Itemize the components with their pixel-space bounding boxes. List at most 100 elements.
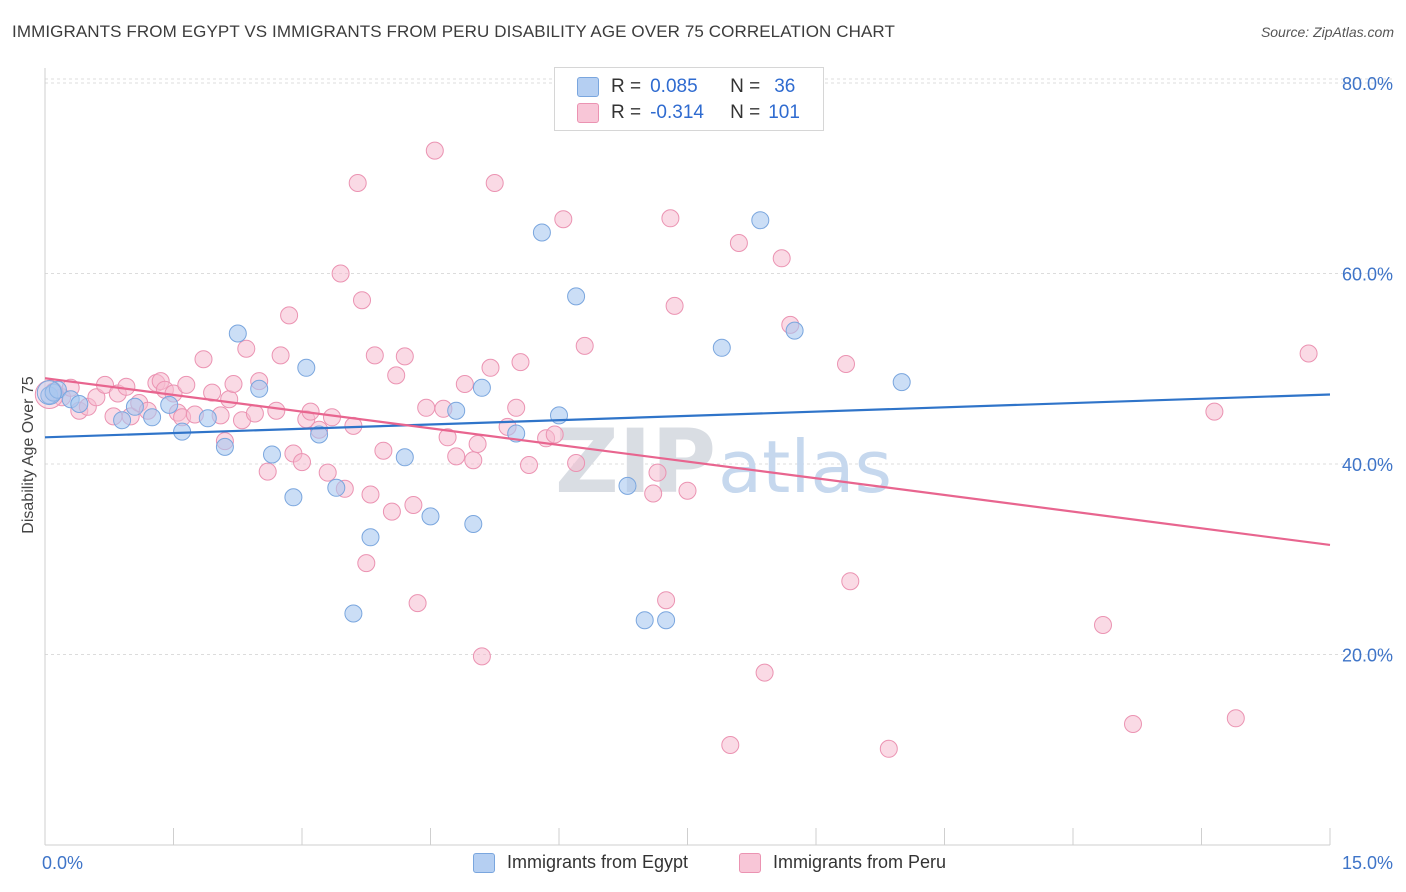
peru-point [464,451,483,470]
peru-point [395,347,414,366]
egypt-point [263,445,281,464]
peru-point [1094,616,1112,634]
egypt-point [250,379,269,398]
peru-point [177,375,196,394]
peru-point [258,462,277,481]
egypt-point [395,448,414,467]
egypt-point [361,528,380,547]
peru-point [280,306,299,325]
peru-point [374,441,393,460]
peru-point [1124,715,1142,733]
tick-labels: 20.0% 40.0% 60.0% 80.0% 0.0% 15.0% [42,74,1393,873]
peru-point [318,463,337,482]
peru-point [417,398,436,417]
peru-point [644,484,663,503]
egypt-point [421,507,440,526]
peru-point [545,425,564,444]
bottom-legend-swatch-egypt [473,852,495,873]
egypt-point [712,338,731,357]
bottom-legend-peru: Immigrants from Peru [739,852,946,873]
peru-point [245,404,264,423]
axes [44,68,1331,846]
peru-point [1226,709,1245,728]
grid-lines [45,78,1393,655]
y-tick-label: 20.0% [1342,646,1393,666]
peru-point [293,453,311,472]
peru-point [331,264,350,283]
source-credit: Source: ZipAtlas.com [1260,24,1394,40]
peru-point [772,249,791,268]
egypt-point [198,409,217,428]
peru-point [267,401,286,420]
peru-point [387,366,406,385]
correlation-legend: R = 0.085 N = 36 R = -0.314 N = 101 [554,67,824,131]
peru-point [357,554,376,573]
peru-point [665,296,684,315]
trend-lines [44,377,1331,547]
egypt-point-cluster [36,380,62,406]
peru-point [1299,344,1318,363]
bottom-legend-egypt: Immigrants from Egypt [473,852,688,873]
peru-point [481,358,500,377]
peru-point [678,481,697,500]
egypt-point [464,515,483,533]
egypt-point [310,425,329,444]
egypt-point [70,395,89,413]
peru-points [34,141,1318,758]
legend-row-peru: R = -0.314 N = 101 [577,100,800,126]
peru-point [353,291,371,310]
peru-point [348,174,367,192]
legend-n-label: N = [730,102,761,123]
peru-point [117,377,136,396]
peru-point [438,428,457,447]
peru-point [648,463,667,482]
peru-point [382,502,401,521]
peru-point [224,375,243,393]
peru-point [472,647,491,666]
peru-point [408,594,427,613]
peru-trend-line [44,377,1331,547]
egypt-point [160,395,179,414]
bottom-legend-swatch-peru [739,852,761,873]
peru-point [657,591,676,610]
peru-point [511,353,530,372]
egypt-point [143,408,162,427]
y-axis-label: Disability Age Over 75 [20,376,37,534]
peru-point [404,496,423,514]
legend-r-value-peru: -0.314 [650,102,704,123]
egypt-point [297,358,316,377]
bottom-legend-label-egypt: Immigrants from Egypt [507,852,689,872]
peru-point [447,447,466,466]
y-tick-label: 80.0% [1342,74,1393,94]
legend-n-label: N = [730,76,761,97]
egypt-point [344,604,363,623]
peru-point [220,390,239,409]
egypt-point [447,401,466,420]
legend-r-label: R = [611,76,642,97]
egypt-point [785,321,804,340]
egypt-points [36,211,911,630]
egypt-point [567,287,586,306]
peru-point [485,174,504,192]
egypt-point [327,478,346,497]
egypt-point [657,611,676,630]
watermark-atlas: atlas [718,425,892,509]
peru-point [507,398,526,417]
legend-r-label: R = [611,102,642,123]
egypt-point [892,373,911,392]
egypt-point [228,324,247,343]
watermark: ZIP atlas [555,410,892,513]
peru-point [365,346,384,365]
egypt-trend-line [44,393,1331,439]
legend-n-value-egypt: 36 [774,76,796,97]
egypt-point [618,476,637,495]
egypt-point [48,380,67,399]
chart-title: IMMIGRANTS FROM EGYPT VS IMMIGRANTS FROM… [12,22,895,41]
peru-point [468,435,487,453]
peru-point [455,375,474,393]
peru-point [425,141,444,160]
legend-n-value-peru: 101 [768,102,800,123]
egypt-point [215,437,234,456]
bottom-legend-label-peru: Immigrants from Peru [773,852,947,872]
